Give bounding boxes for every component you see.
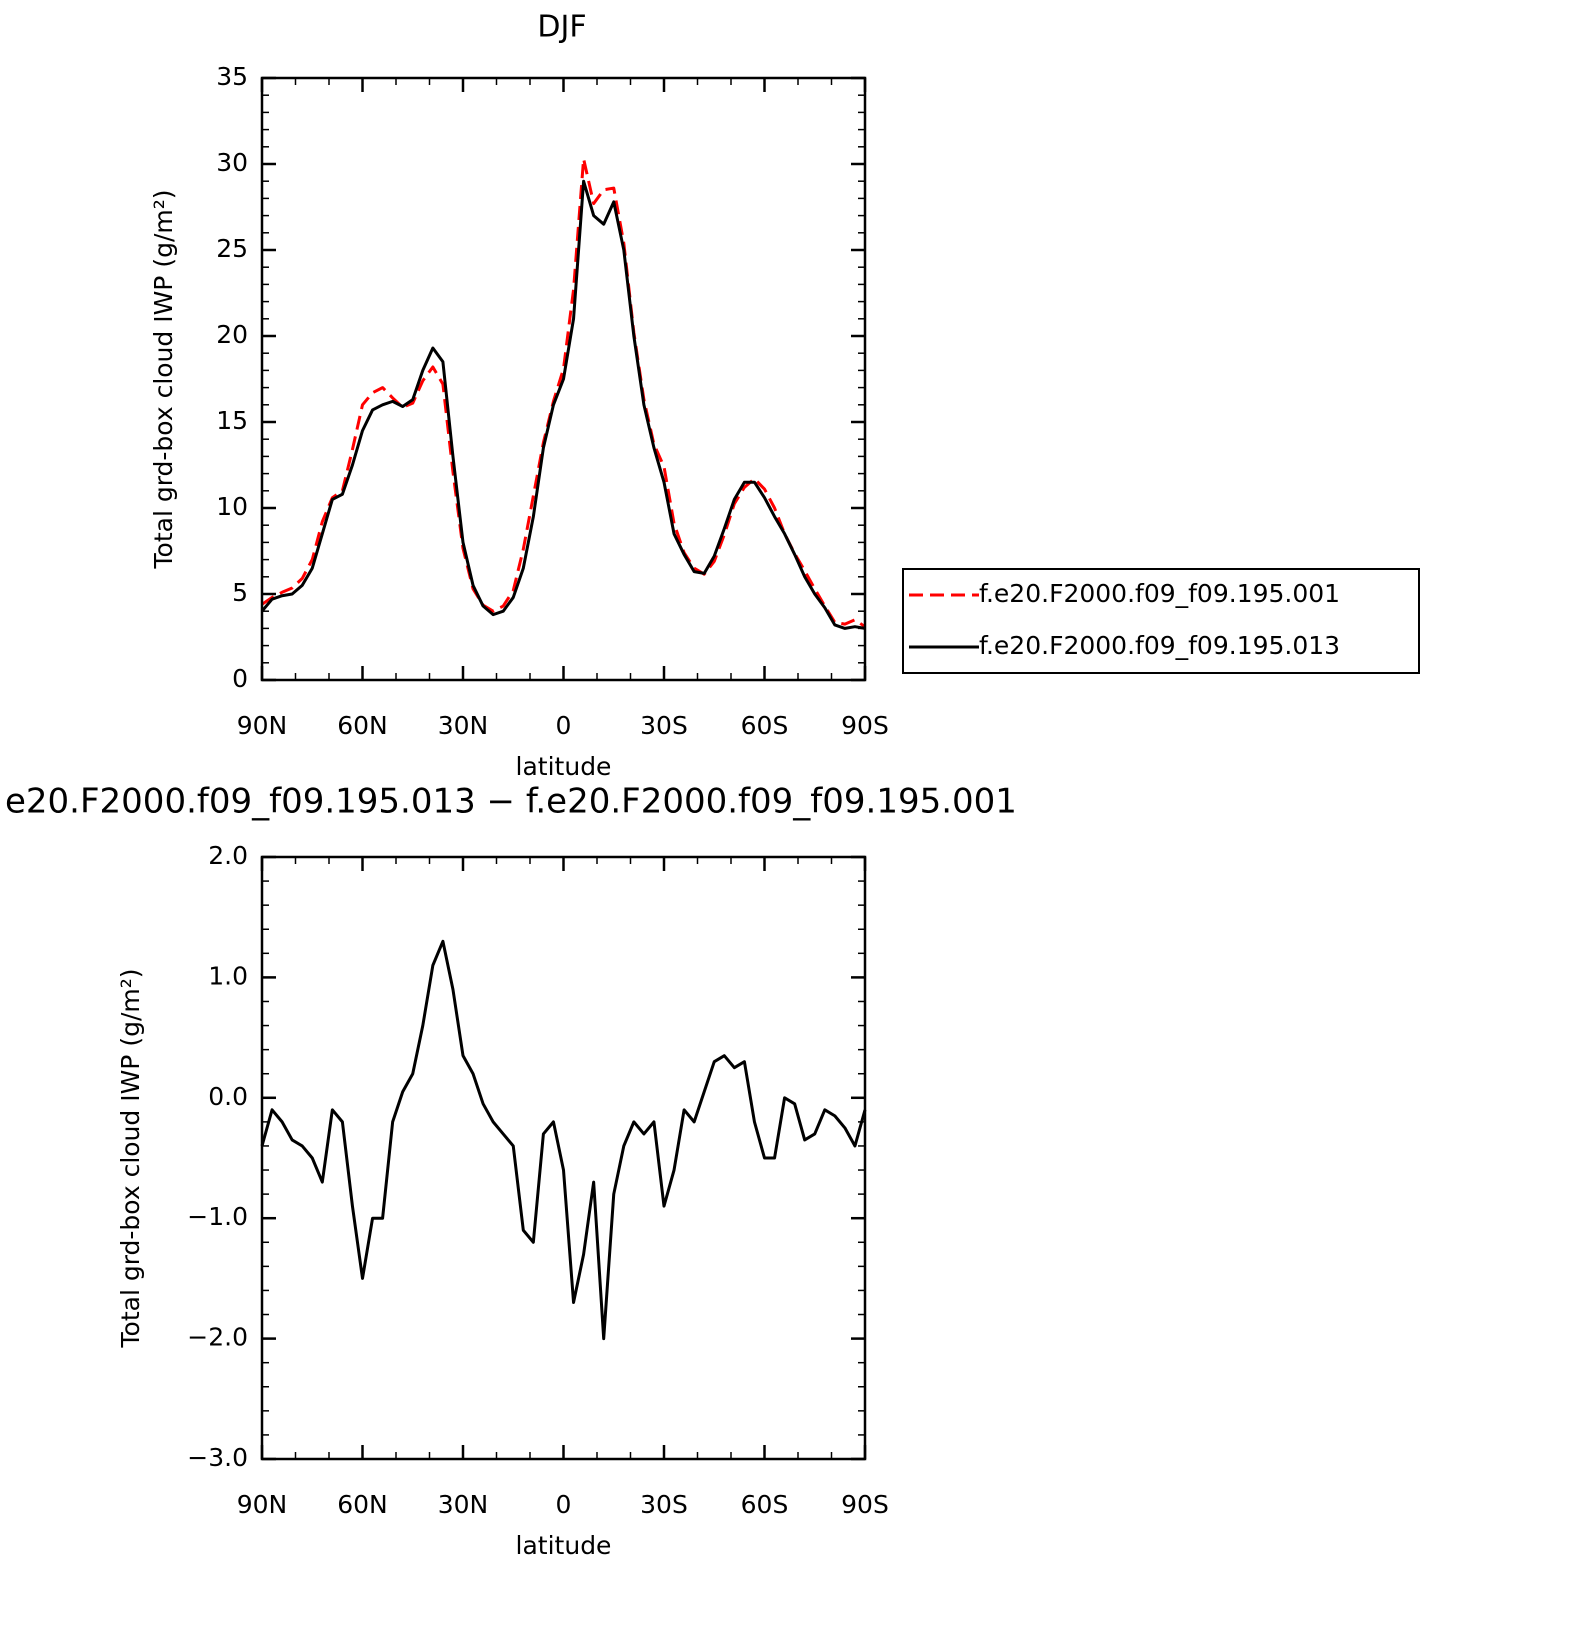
x-tick-label: 90S — [841, 1490, 889, 1519]
y-tick-label: 10 — [216, 492, 248, 521]
data-line — [260, 179, 866, 630]
y-tick-label: 30 — [216, 148, 248, 177]
y-tick-label: −2.0 — [187, 1323, 248, 1352]
y-axis-label: Total grd-box cloud IWP (g/m²) — [149, 189, 178, 569]
legend-label: f.e20.F2000.f09_f09.195.013 — [979, 631, 1340, 660]
y-tick-label: −1.0 — [187, 1202, 248, 1231]
y-tick-label: −3.0 — [187, 1443, 248, 1472]
x-tick-label: 30S — [640, 1490, 688, 1519]
y-tick-label: 0 — [232, 664, 248, 693]
y-tick-label: 15 — [216, 406, 248, 435]
x-axis-label: latitude — [516, 752, 612, 781]
y-tick-label: 2.0 — [208, 841, 248, 870]
x-tick-label: 60S — [741, 1490, 789, 1519]
data-line — [261, 157, 866, 628]
x-tick-label: 0 — [556, 1490, 572, 1519]
x-tick-label: 60N — [337, 1490, 388, 1519]
x-tick-label: 60S — [741, 711, 789, 740]
legend-box — [902, 568, 1420, 674]
y-tick-label: 20 — [216, 320, 248, 349]
y-axis-label: Total grd-box cloud IWP (g/m²) — [116, 968, 145, 1348]
plot-frame — [260, 76, 867, 682]
chart-title: DJF — [537, 10, 586, 45]
x-axis-label: latitude — [516, 1531, 612, 1560]
y-tick-label: 5 — [232, 578, 248, 607]
x-tick-label: 90N — [237, 1490, 288, 1519]
x-tick-label: 30S — [640, 711, 688, 740]
x-tick-label: 90S — [841, 711, 889, 740]
y-tick-label: 1.0 — [208, 961, 248, 990]
legend-label: f.e20.F2000.f09_f09.195.001 — [979, 579, 1340, 608]
x-tick-label: 90N — [237, 711, 288, 740]
x-tick-label: 60N — [337, 711, 388, 740]
data-line — [260, 939, 867, 1341]
x-tick-label: 0 — [556, 711, 572, 740]
plot-frame — [260, 855, 867, 1461]
x-tick-label: 30N — [438, 711, 489, 740]
y-tick-label: 35 — [216, 62, 248, 91]
x-tick-label: 30N — [438, 1490, 489, 1519]
chart-title: e20.F2000.f09_f09.195.013 − f.e20.F2000.… — [5, 782, 1017, 822]
y-tick-label: 25 — [216, 234, 248, 263]
y-tick-label: 0.0 — [208, 1082, 248, 1111]
